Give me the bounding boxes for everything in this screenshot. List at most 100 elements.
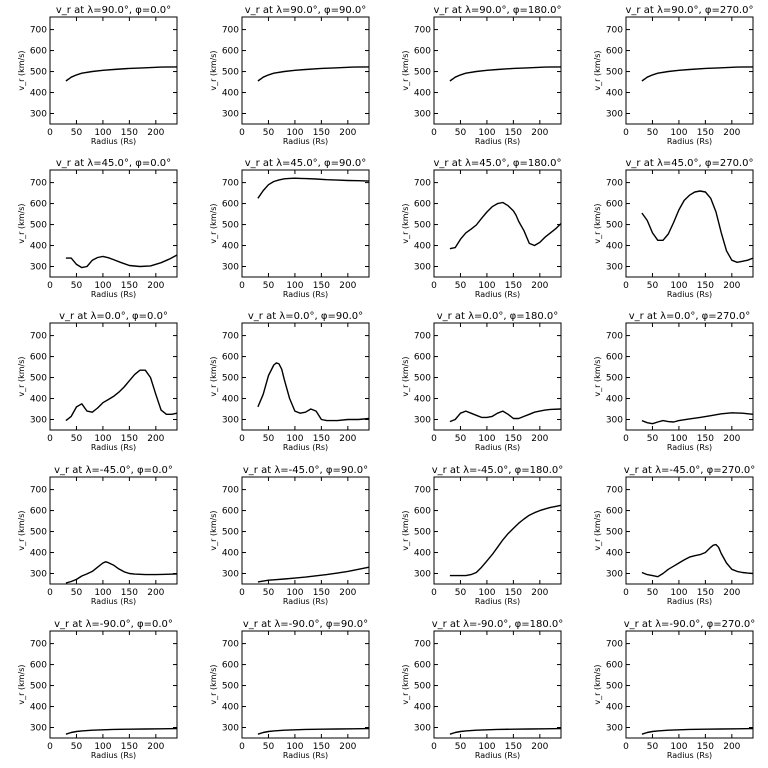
- x-tick-label: 100: [94, 588, 111, 598]
- y-tick-label: 700: [606, 486, 623, 496]
- series-line: [641, 727, 754, 735]
- y-tick-label: 600: [414, 661, 431, 671]
- x-tick-label: 150: [313, 281, 330, 291]
- x-tick-label: 0: [431, 281, 437, 291]
- y-tick-label: 500: [414, 68, 431, 78]
- x-tick-label: 0: [47, 128, 53, 138]
- x-tick-label: 150: [505, 434, 522, 444]
- x-tick-label: 0: [239, 588, 245, 598]
- panel-title: v_r at λ=0.0°, φ=270.0°: [629, 311, 751, 322]
- x-tick-label: 200: [531, 588, 548, 598]
- x-tick-label: 50: [263, 742, 275, 752]
- y-tick-label: 600: [222, 661, 239, 671]
- series-line: [449, 66, 562, 82]
- x-tick-label: 0: [623, 742, 629, 752]
- y-axis-label: v_r (km/s): [17, 664, 26, 704]
- y-tick-label: 500: [222, 68, 239, 78]
- x-tick-label: 150: [313, 434, 330, 444]
- y-axis-label: v_r (km/s): [17, 356, 26, 396]
- x-tick-label: 200: [723, 588, 740, 598]
- x-tick-label: 100: [286, 128, 303, 138]
- y-tick-label: 400: [606, 703, 623, 713]
- x-tick-label: 50: [263, 281, 275, 291]
- panel-title: v_r at λ=-45.0°, φ=270.0°: [624, 465, 756, 476]
- y-tick-label: 600: [222, 47, 239, 57]
- panel-title: v_r at λ=0.0°, φ=0.0°: [59, 311, 168, 322]
- x-tick-label: 150: [313, 128, 330, 138]
- y-axis-label: v_r (km/s): [17, 203, 26, 243]
- x-tick-label: 200: [339, 281, 356, 291]
- x-tick-label: 150: [505, 588, 522, 598]
- y-axis-label: v_r (km/s): [593, 510, 602, 550]
- y-tick-label: 600: [222, 200, 239, 210]
- x-tick-label: 100: [94, 742, 111, 752]
- y-tick-label: 500: [606, 374, 623, 384]
- x-tick-label: 200: [723, 434, 740, 444]
- series-line: [65, 66, 178, 82]
- y-tick-label: 400: [30, 89, 47, 99]
- panel-title: v_r at λ=45.0°, φ=270.0°: [626, 158, 754, 169]
- x-tick-label: 50: [647, 434, 659, 444]
- y-tick-label: 400: [222, 395, 239, 405]
- y-axis-label: v_r (km/s): [209, 664, 218, 704]
- panel-15: v_r at λ=-45.0°, φ=180.0° 0 50 100 150 200 300…: [401, 465, 563, 606]
- panel-title: v_r at λ=90.0°, φ=0.0°: [56, 5, 171, 16]
- y-tick-label: 600: [606, 47, 623, 57]
- x-tick-label: 100: [286, 434, 303, 444]
- x-tick-label: 100: [670, 128, 687, 138]
- panel-title: v_r at λ=-45.0°, φ=180.0°: [432, 465, 564, 476]
- y-tick-label: 400: [414, 549, 431, 559]
- panel-18: v_r at λ=-90.0°, φ=90.0° 0 50 100 150 200 300 4…: [209, 619, 370, 760]
- plot-frame: [433, 476, 562, 585]
- y-axis-label: v_r (km/s): [17, 50, 26, 90]
- x-axis-label: Radius (Rs): [475, 137, 520, 146]
- y-tick-label: 700: [30, 26, 47, 36]
- x-tick-label: 150: [505, 742, 522, 752]
- x-axis-label: Radius (Rs): [283, 290, 328, 299]
- x-tick-label: 50: [647, 281, 659, 291]
- panel-title: v_r at λ=0.0°, φ=90.0°: [248, 311, 363, 322]
- y-tick-label: 500: [222, 528, 239, 538]
- plot-frame: [49, 16, 178, 125]
- y-tick-label: 400: [606, 242, 623, 252]
- y-tick-label: 500: [606, 221, 623, 231]
- y-tick-label: 300: [30, 263, 47, 273]
- y-tick-label: 300: [30, 110, 47, 120]
- panel-title: v_r at λ=45.0°, φ=180.0°: [434, 158, 562, 169]
- y-tick-label: 400: [414, 395, 431, 405]
- plot-frame: [49, 476, 178, 585]
- x-tick-label: 150: [697, 128, 714, 138]
- y-tick-label: 700: [414, 26, 431, 36]
- x-tick-label: 100: [286, 742, 303, 752]
- x-tick-label: 0: [431, 128, 437, 138]
- panel-9: v_r at λ=0.0°, φ=0.0° 0 50 100 150 200 300 400 5…: [17, 311, 178, 452]
- series-line: [257, 727, 370, 735]
- y-tick-label: 300: [30, 570, 47, 580]
- y-tick-label: 500: [30, 221, 47, 231]
- y-tick-label: 700: [222, 332, 239, 342]
- y-tick-label: 300: [606, 263, 623, 273]
- y-tick-label: 400: [222, 549, 239, 559]
- x-tick-label: 100: [670, 742, 687, 752]
- y-tick-label: 300: [414, 416, 431, 426]
- y-tick-label: 600: [606, 661, 623, 671]
- x-tick-label: 0: [47, 434, 53, 444]
- y-tick-label: 300: [222, 416, 239, 426]
- y-tick-label: 500: [30, 528, 47, 538]
- panel-1: v_r at λ=90.0°, φ=0.0° 0 50 100 150 200 300 400…: [17, 5, 178, 146]
- x-tick-label: 100: [94, 434, 111, 444]
- x-tick-label: 50: [455, 742, 467, 752]
- x-tick-label: 50: [455, 128, 467, 138]
- y-tick-label: 700: [30, 179, 47, 189]
- series-line: [257, 566, 370, 583]
- x-tick-label: 100: [94, 281, 111, 291]
- panel-17: v_r at λ=-90.0°, φ=0.0° 0 50 100 150 200 300 40…: [17, 619, 178, 760]
- x-axis-label: Radius (Rs): [475, 443, 520, 452]
- x-axis-label: Radius (Rs): [475, 290, 520, 299]
- series-line: [65, 254, 178, 269]
- x-tick-label: 0: [239, 281, 245, 291]
- y-tick-label: 500: [222, 682, 239, 692]
- panel-10: v_r at λ=0.0°, φ=90.0° 0 50 100 150 200 300 400…: [209, 311, 370, 452]
- y-axis-label: v_r (km/s): [401, 664, 410, 704]
- x-tick-label: 100: [478, 742, 495, 752]
